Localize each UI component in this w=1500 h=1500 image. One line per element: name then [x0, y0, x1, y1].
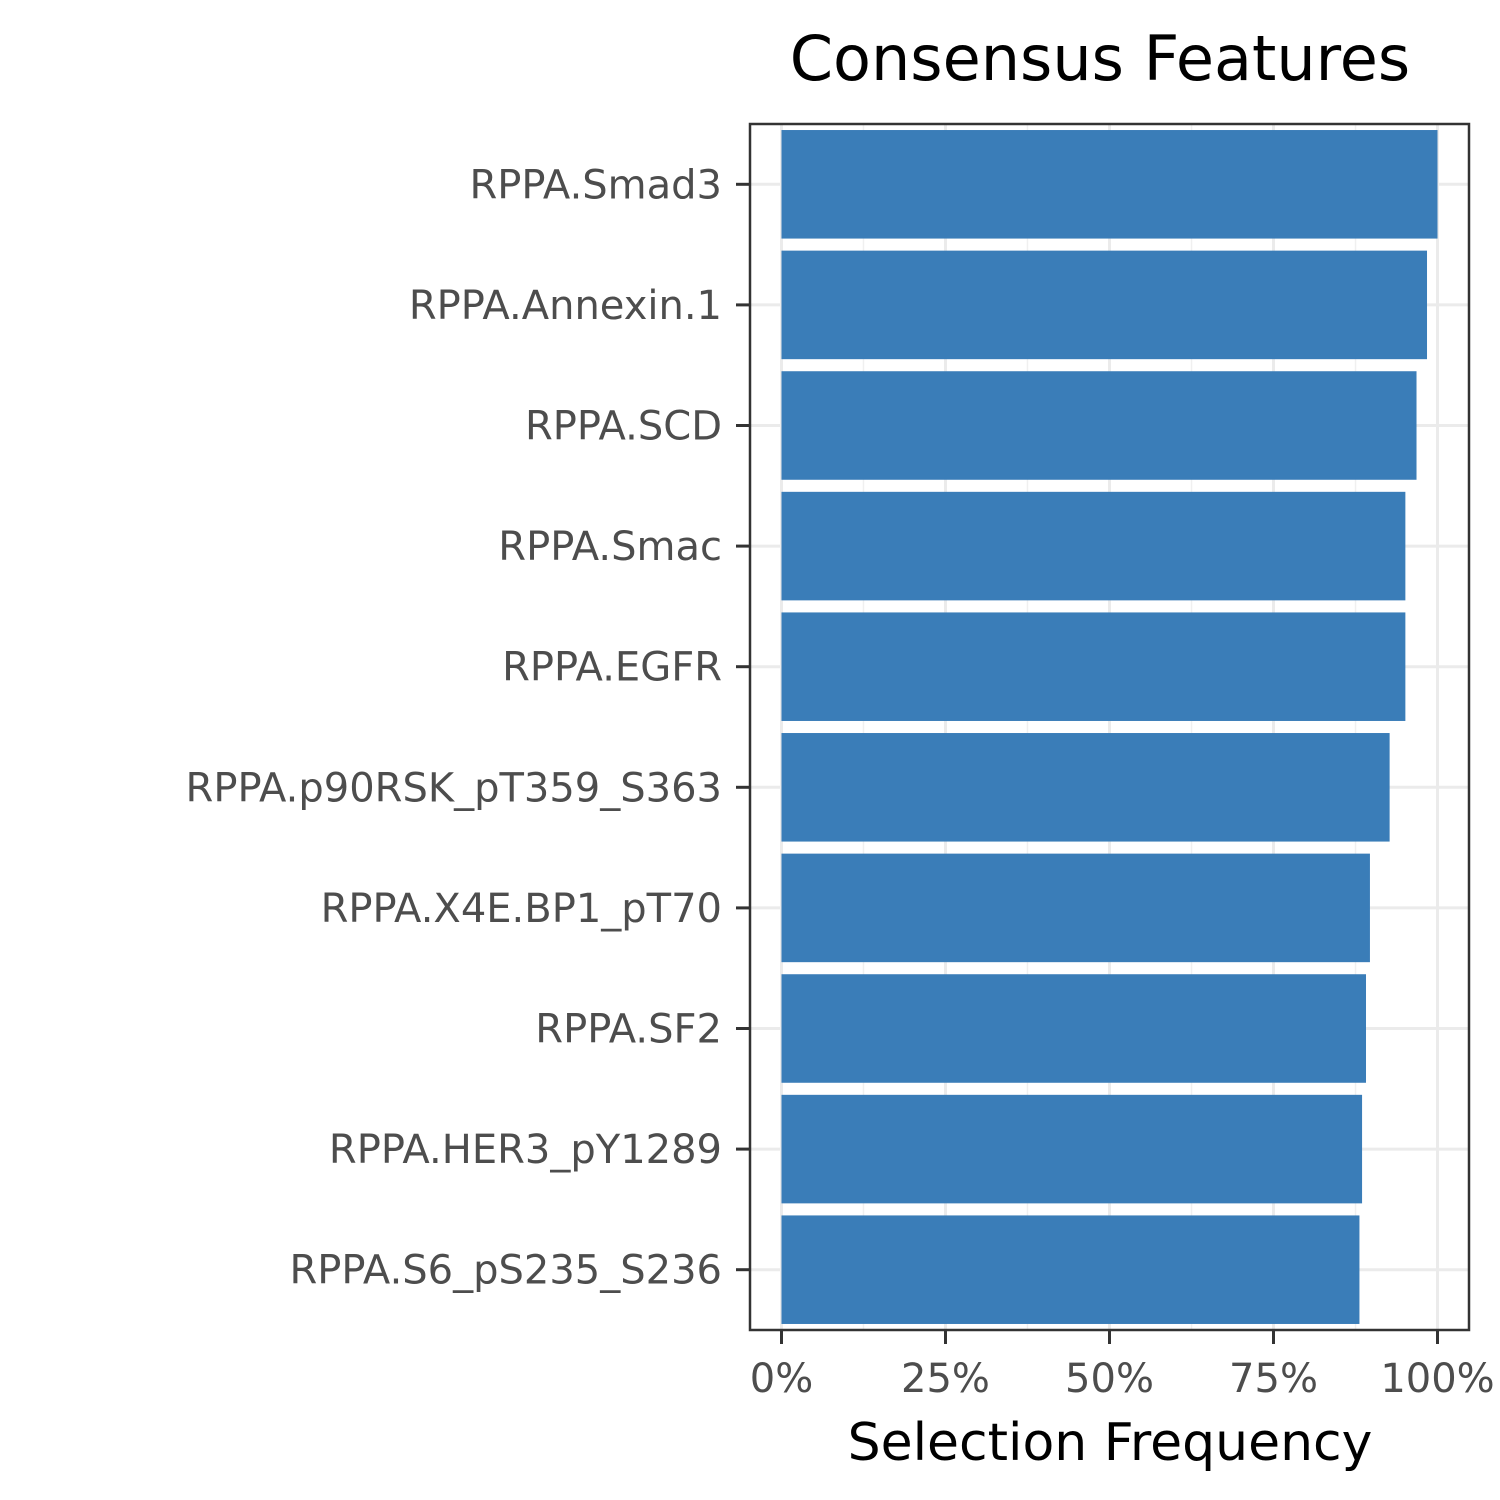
x-tick-label: 25%	[901, 1356, 990, 1402]
bar	[781, 612, 1406, 721]
x-axis-label: Selection Frequency	[848, 1413, 1373, 1473]
bar	[781, 733, 1390, 842]
y-tick-label: RPPA.p90RSK_pT359_S363	[186, 765, 722, 811]
y-tick-label: RPPA.X4E.BP1_pT70	[321, 886, 722, 932]
bar	[781, 974, 1367, 1083]
y-tick-label: RPPA.SF2	[535, 1007, 722, 1053]
y-tick-label: RPPA.Smad3	[469, 162, 722, 208]
bars	[781, 130, 1438, 1324]
bar	[781, 491, 1406, 601]
bar	[781, 130, 1438, 239]
x-axis: 0% 25% 50% 75% 100%	[750, 1330, 1495, 1402]
y-tick-label: RPPA.EGFR	[502, 645, 722, 691]
y-tick-label: RPPA.S6_pS235_S236	[289, 1248, 722, 1294]
y-tick-label: RPPA.HER3_pY1289	[329, 1127, 722, 1173]
bar	[781, 1094, 1363, 1204]
x-tick-label: 50%	[1065, 1356, 1154, 1402]
y-tick-label: RPPA.SCD	[525, 404, 722, 450]
x-tick-label: 75%	[1229, 1356, 1318, 1402]
bar	[781, 1215, 1360, 1324]
y-tick-label: RPPA.Annexin.1	[409, 283, 722, 329]
chart-title: Consensus Features	[790, 22, 1410, 95]
bar	[781, 853, 1370, 963]
x-tick-label: 100%	[1380, 1356, 1494, 1402]
x-tick-label: 0%	[750, 1356, 813, 1402]
y-axis: RPPA.Smad3 RPPA.Annexin.1 RPPA.SCD RPPA.Sma…	[186, 162, 750, 1294]
bar	[781, 371, 1417, 480]
y-tick-label: RPPA.Smac	[498, 524, 722, 570]
bar	[781, 250, 1428, 360]
